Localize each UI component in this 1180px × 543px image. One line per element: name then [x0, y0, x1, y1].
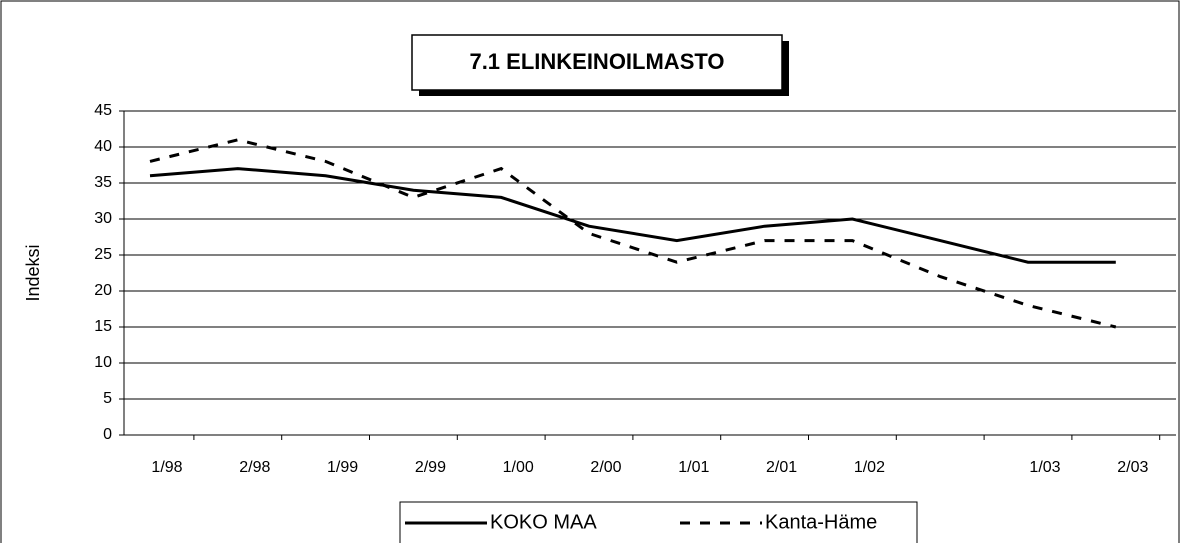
- x-tick-label: 2/99: [415, 459, 446, 476]
- legend-label: KOKO MAA: [490, 511, 597, 533]
- chart-title: 7.1 ELINKEINOILMASTO: [469, 49, 724, 74]
- y-tick-label: 0: [103, 426, 112, 443]
- y-tick-label: 30: [94, 210, 112, 227]
- x-tick-label: 2/03: [1117, 459, 1148, 476]
- x-tick-label: 1/98: [151, 459, 182, 476]
- x-tick-label: 2/01: [766, 459, 797, 476]
- x-tick-label: 1/03: [1029, 459, 1060, 476]
- y-tick-label: 40: [94, 138, 112, 155]
- series-line: [149, 167, 1116, 264]
- x-tick-label: 1/02: [854, 459, 885, 476]
- title-box: [411, 34, 783, 91]
- y-tick-label: 10: [94, 354, 112, 371]
- x-tick-label: 2/98: [239, 459, 270, 476]
- y-tick-label: 45: [94, 102, 112, 119]
- x-tick-label: 1/00: [503, 459, 534, 476]
- x-tick-label: 1/99: [327, 459, 358, 476]
- y-axis-label: Indeksi: [23, 244, 43, 301]
- series-line: [149, 138, 1117, 329]
- y-tick-label: 20: [94, 282, 112, 299]
- y-tick-label: 35: [94, 174, 112, 191]
- x-tick-label: 1/01: [678, 459, 709, 476]
- x-tick-label: 2/00: [590, 459, 621, 476]
- y-tick-label: 15: [94, 318, 112, 335]
- legend-label: Kanta-Häme: [765, 511, 877, 533]
- y-tick-label: 25: [94, 246, 112, 263]
- y-tick-label: 5: [103, 390, 112, 407]
